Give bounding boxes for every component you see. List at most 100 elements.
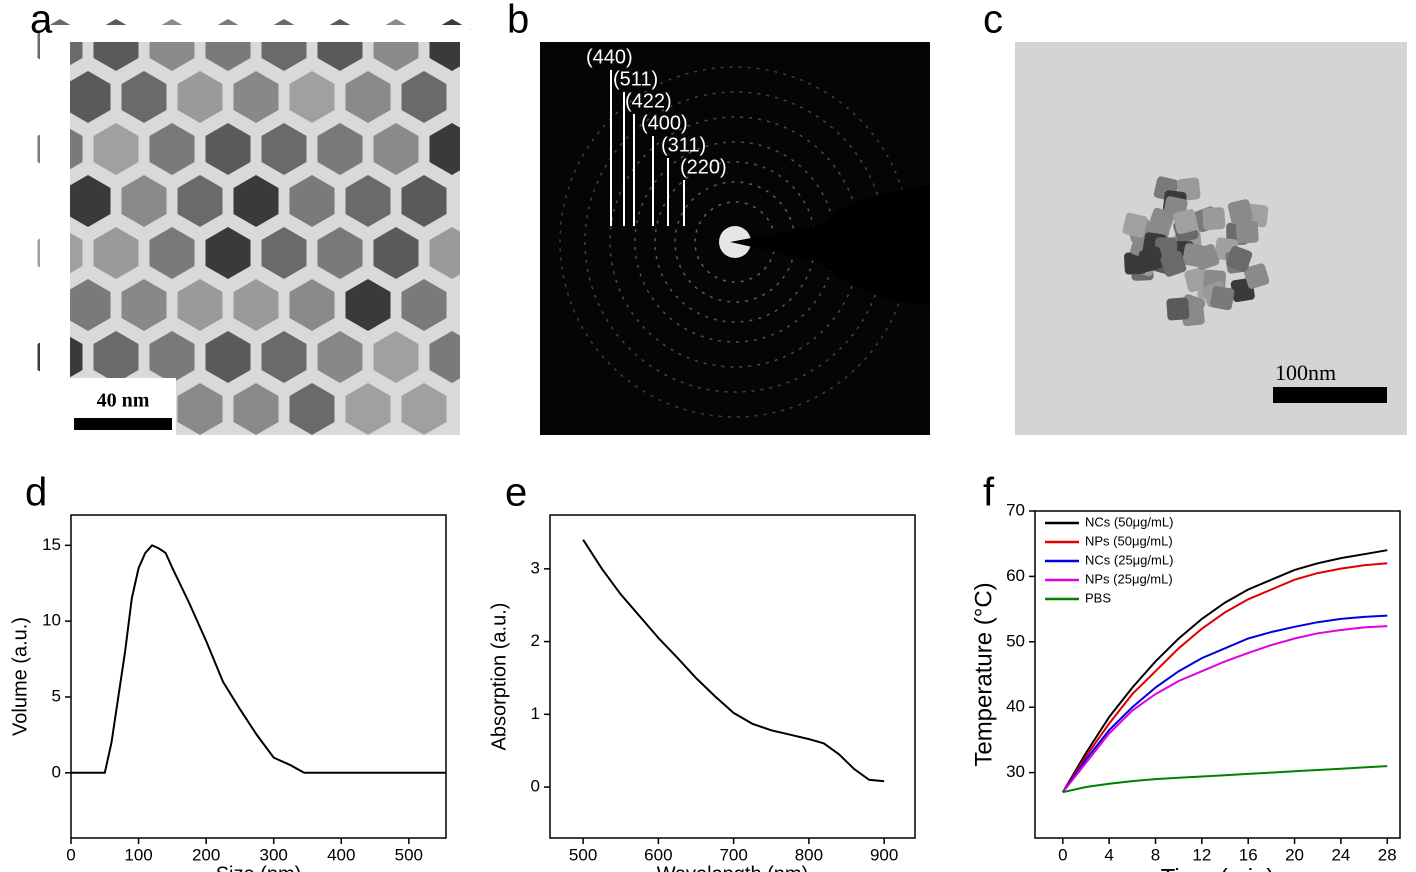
nanocrystal [401, 279, 447, 331]
data-line [582, 539, 885, 783]
x-tick-label: 400 [327, 845, 355, 864]
nanoparticle [1227, 199, 1253, 225]
y-tick-label: 15 [42, 535, 61, 554]
ring-label: (311) [661, 134, 706, 156]
nanocrystal [373, 227, 419, 279]
y-tick-label: 50 [1006, 631, 1025, 650]
x-tick-label: 16 [1239, 845, 1258, 864]
nanocrystal [65, 175, 111, 227]
nanocrystal [345, 383, 391, 435]
data-line [1062, 765, 1388, 794]
ring-label: (400) [641, 112, 688, 134]
ring-label: (422) [625, 90, 672, 112]
nanoparticle [1166, 297, 1190, 321]
nanocrystal [317, 123, 363, 175]
nanoparticle [1243, 263, 1270, 289]
data-line [1062, 625, 1388, 793]
nanocrystal [373, 123, 419, 175]
ring-label: (440) [586, 46, 633, 68]
y-tick-label: 30 [1006, 762, 1025, 781]
tem-image-c: 100nm [1015, 42, 1407, 435]
data-line [1061, 614, 1388, 793]
nanocrystal [205, 227, 251, 279]
y-tick-label: 40 [1006, 697, 1025, 716]
scale-bar [1273, 387, 1387, 403]
nanocrystal [317, 331, 363, 383]
x-tick-label: 200 [192, 845, 220, 864]
legend-label: NPs (25μg/mL) [1085, 571, 1173, 586]
legend-label: NPs (50μg/mL) [1085, 533, 1173, 548]
panel-label: a [30, 0, 53, 42]
ring-label: (220) [680, 156, 727, 178]
data-line [1061, 562, 1388, 793]
saed-image: (440)(511)(422)(400)(311)(220) [540, 42, 930, 435]
x-tick-label: 28 [1378, 845, 1397, 864]
nanocrystal [65, 279, 111, 331]
nanoparticle [1182, 243, 1207, 268]
y-axis-label: Absorption (a.u.) [488, 603, 510, 751]
nanocrystal [261, 331, 307, 383]
image-background [1015, 42, 1407, 435]
nanocrystal [93, 123, 139, 175]
y-tick-label: 10 [42, 611, 61, 630]
x-tick-label: 20 [1285, 845, 1304, 864]
legend-label: NCs (25μg/mL) [1085, 552, 1173, 567]
nanocrystal [121, 175, 167, 227]
x-axis-label: Time (min) [1161, 864, 1275, 872]
nanocrystal [93, 331, 139, 383]
legend-label: NCs (50μg/mL) [1085, 514, 1173, 529]
nanoparticle [1138, 246, 1165, 272]
nanocrystal [233, 71, 279, 123]
nanocrystal [205, 123, 251, 175]
x-tick-label: 500 [569, 845, 597, 864]
nanocrystal [317, 227, 363, 279]
legend-label: PBS [1085, 590, 1111, 605]
nanocrystal [177, 383, 223, 435]
x-tick-label: 24 [1331, 845, 1350, 864]
nanocrystal [373, 331, 419, 383]
scale-bar [74, 418, 172, 430]
x-tick-label: 0 [1058, 845, 1067, 864]
nanocrystal [93, 227, 139, 279]
nanocrystal [177, 279, 223, 331]
panel-label: f [983, 471, 995, 515]
nanocrystal [233, 383, 279, 435]
y-tick-label: 1 [531, 704, 540, 723]
y-axis-label: Volume (a.u.) [9, 617, 31, 736]
nanocrystal [289, 71, 335, 123]
x-tick-label: 700 [719, 845, 747, 864]
nanocrystal [121, 279, 167, 331]
image-edge-mask [40, 30, 70, 450]
x-tick-label: 4 [1104, 845, 1113, 864]
nanocrystal [205, 331, 251, 383]
nanocrystal [345, 71, 391, 123]
nanoparticle [1235, 220, 1259, 244]
nanocrystal [65, 71, 111, 123]
x-tick-label: 900 [870, 845, 898, 864]
nanocrystal [149, 123, 195, 175]
x-tick-label: 600 [644, 845, 672, 864]
scale-bar-label: 100nm [1275, 360, 1336, 385]
nanocrystal [289, 383, 335, 435]
nanocrystal [289, 175, 335, 227]
ring-label: (511) [613, 68, 658, 90]
y-tick-label: 0 [52, 762, 61, 781]
x-axis-label: Size (nm) [216, 863, 302, 872]
y-tick-label: 2 [531, 631, 540, 650]
nanocrystal [233, 175, 279, 227]
y-tick-label: 3 [531, 558, 540, 577]
nanocrystal [177, 175, 223, 227]
x-tick-label: 8 [1151, 845, 1160, 864]
scale-bar-label: 40 nm [97, 390, 150, 412]
nanocrystal [289, 279, 335, 331]
nanocrystal [401, 383, 447, 435]
nanocrystal [149, 331, 195, 383]
nanocrystal [345, 279, 391, 331]
image-edge-mask [50, 435, 470, 455]
data-line [71, 544, 446, 774]
panel-label: e [505, 471, 527, 515]
nanocrystal [149, 227, 195, 279]
x-tick-label: 500 [395, 845, 423, 864]
panel-label: d [25, 471, 47, 515]
